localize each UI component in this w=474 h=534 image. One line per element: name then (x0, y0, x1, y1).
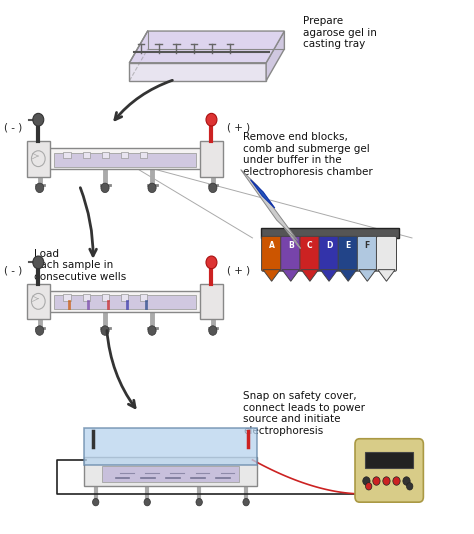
Circle shape (33, 256, 44, 269)
FancyBboxPatch shape (101, 294, 109, 301)
FancyBboxPatch shape (64, 294, 71, 301)
Circle shape (209, 183, 217, 193)
Text: D: D (326, 241, 332, 250)
Polygon shape (129, 63, 266, 81)
Polygon shape (378, 270, 395, 281)
FancyBboxPatch shape (54, 153, 195, 167)
FancyBboxPatch shape (200, 284, 223, 319)
FancyBboxPatch shape (140, 294, 147, 301)
FancyBboxPatch shape (121, 152, 128, 158)
Circle shape (36, 183, 44, 193)
Text: Remove end blocks,
comb and submerge gel
under buffer in the
electrophoresis cha: Remove end blocks, comb and submerge gel… (243, 132, 373, 177)
Text: A: A (269, 241, 274, 250)
FancyBboxPatch shape (47, 290, 202, 312)
Text: Prepare
agarose gel in
casting tray: Prepare agarose gel in casting tray (302, 16, 376, 49)
FancyBboxPatch shape (82, 294, 90, 301)
Polygon shape (251, 179, 275, 208)
FancyBboxPatch shape (355, 439, 423, 502)
Polygon shape (283, 227, 301, 248)
FancyBboxPatch shape (261, 229, 399, 238)
FancyBboxPatch shape (300, 237, 320, 271)
FancyBboxPatch shape (357, 237, 377, 271)
Polygon shape (266, 31, 284, 81)
FancyBboxPatch shape (84, 428, 257, 465)
Polygon shape (134, 53, 274, 75)
Circle shape (144, 498, 150, 506)
Text: +: + (365, 488, 373, 498)
Polygon shape (282, 270, 300, 281)
FancyBboxPatch shape (54, 295, 195, 309)
Circle shape (33, 113, 44, 126)
Circle shape (148, 183, 156, 193)
Circle shape (403, 477, 410, 485)
Text: C: C (307, 241, 313, 250)
Circle shape (363, 477, 370, 485)
Circle shape (206, 256, 217, 269)
FancyBboxPatch shape (102, 466, 239, 482)
FancyBboxPatch shape (376, 237, 396, 271)
Circle shape (407, 483, 413, 490)
FancyBboxPatch shape (338, 237, 358, 271)
Text: ( + ): ( + ) (228, 265, 251, 276)
Text: Snap on safety cover,
connect leads to power
source and initiate
electrophoresis: Snap on safety cover, connect leads to p… (243, 391, 365, 436)
Text: B: B (288, 241, 293, 250)
Circle shape (92, 498, 99, 506)
Text: ( - ): ( - ) (4, 123, 22, 132)
Polygon shape (339, 270, 357, 281)
FancyBboxPatch shape (200, 141, 223, 177)
FancyBboxPatch shape (281, 237, 301, 271)
Circle shape (101, 183, 109, 193)
Circle shape (101, 326, 109, 335)
Polygon shape (359, 270, 376, 281)
FancyBboxPatch shape (121, 294, 128, 301)
Circle shape (393, 477, 400, 485)
Circle shape (243, 498, 249, 506)
Circle shape (209, 326, 217, 335)
Text: ( - ): ( - ) (4, 265, 22, 276)
Text: F: F (365, 241, 370, 250)
Polygon shape (241, 169, 298, 240)
Text: E: E (346, 241, 351, 250)
Circle shape (196, 498, 202, 506)
Text: Load
each sample in
consecutive wells: Load each sample in consecutive wells (34, 248, 126, 282)
Text: -: - (408, 488, 412, 498)
Polygon shape (320, 270, 337, 281)
FancyBboxPatch shape (84, 457, 257, 486)
Polygon shape (129, 31, 284, 63)
FancyBboxPatch shape (82, 152, 90, 158)
FancyBboxPatch shape (47, 148, 202, 169)
FancyBboxPatch shape (64, 152, 71, 158)
Circle shape (148, 326, 156, 335)
Circle shape (206, 113, 217, 126)
Circle shape (383, 477, 390, 485)
Polygon shape (301, 270, 319, 281)
FancyBboxPatch shape (140, 152, 147, 158)
Text: ( + ): ( + ) (228, 123, 251, 132)
Circle shape (36, 326, 44, 335)
Circle shape (373, 477, 380, 485)
FancyBboxPatch shape (262, 237, 282, 271)
FancyBboxPatch shape (27, 284, 50, 319)
FancyBboxPatch shape (319, 237, 339, 271)
Polygon shape (263, 270, 280, 281)
FancyBboxPatch shape (101, 152, 109, 158)
FancyBboxPatch shape (27, 141, 50, 177)
FancyBboxPatch shape (365, 452, 413, 468)
Circle shape (365, 483, 372, 490)
